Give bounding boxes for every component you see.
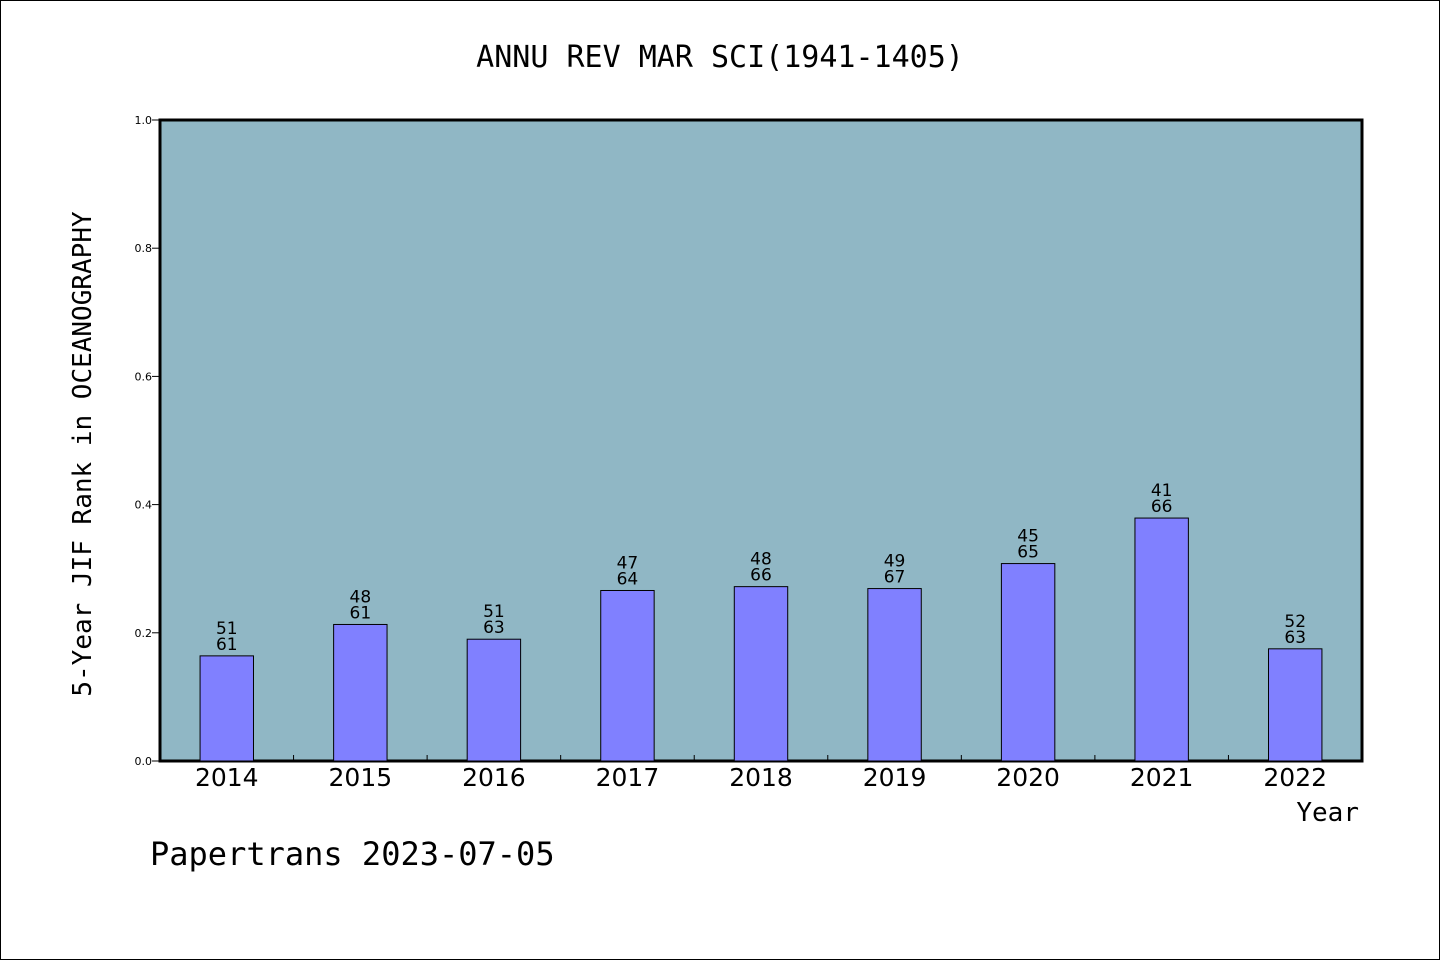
bar-label-bottom: 67 [884,568,906,588]
bar [600,589,655,762]
bar-label-top: 52 [1284,612,1306,632]
y-tick-label: 0.4 [135,499,153,512]
bar-label-bottom: 64 [617,569,639,589]
bar-label-top: 47 [617,553,639,573]
y-tick-label: 0.6 [135,370,153,383]
y-tick-label: 0.0 [135,755,153,768]
x-tick-label: 2017 [596,763,660,792]
x-tick-label: 2016 [462,763,526,792]
bar [1000,563,1056,762]
bar [867,588,922,762]
x-axis: 2014 2015 2016 2017 2018 2019 2020 2021 2022 [195,755,1327,792]
y-axis: 0.0 0.2 0.4 0.6 0.8 1.0 [135,114,160,768]
y-tick-label: 0.8 [135,242,153,255]
x-tick-label: 2022 [1263,763,1327,792]
footer-text: Papertrans 2023-07-05 [150,835,555,873]
bar [333,623,388,762]
bar-label-top: 41 [1151,481,1173,501]
bar-label-top: 48 [350,587,372,607]
bar [466,638,522,762]
bar [1134,517,1189,762]
bar-label-bottom: 63 [483,618,505,638]
bar-label-bottom: 66 [1151,497,1173,517]
x-tick-label: 2020 [996,763,1060,792]
bar-label-top: 48 [750,550,772,570]
y-tick-label: 0.2 [135,627,153,640]
bar-label-bottom: 63 [1284,628,1306,648]
x-tick-label: 2015 [329,763,393,792]
bar-label-bottom: 65 [1017,543,1039,563]
chart-title: ANNU REV MAR SCI(1941-1405) [476,40,964,75]
bar [1268,648,1323,762]
bar [733,586,789,762]
bar-label-bottom: 61 [350,603,372,623]
x-tick-label: 2018 [729,763,793,792]
bar-label-top: 49 [884,552,906,572]
bar-label-top: 51 [216,619,238,639]
x-tick-label: 2021 [1130,763,1194,792]
bar-label-bottom: 66 [750,566,772,586]
x-tick-label: 2019 [863,763,927,792]
x-axis-label: Year [1296,798,1359,828]
bar-label-top: 45 [1017,527,1039,547]
bar-label-bottom: 61 [216,635,238,655]
y-axis-label: 5-Year JIF Rank in OCEANOGRAPHY [68,211,98,697]
y-tick-label: 1.0 [135,114,153,127]
bar [199,655,254,762]
bar-label-top: 51 [483,602,505,622]
x-tick-label: 2014 [195,763,259,792]
